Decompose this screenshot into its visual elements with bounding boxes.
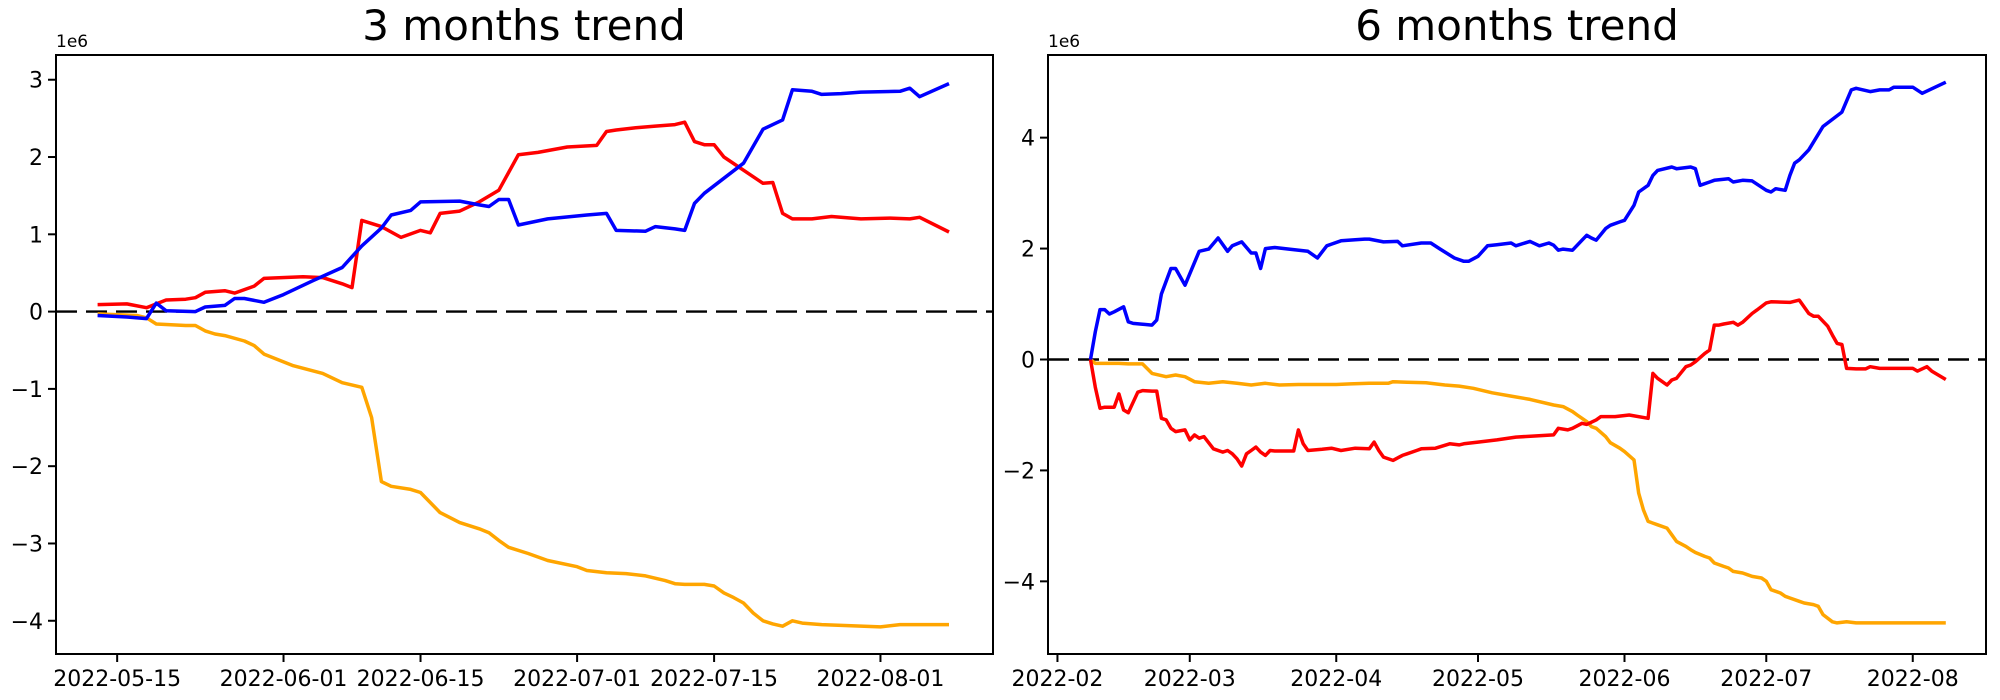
x-tick-label: 2022-07-15 (650, 667, 778, 692)
x-tick-label: 2022-08 (1867, 667, 1959, 692)
y-tick-label: 2 (29, 146, 43, 171)
series-line-red (97, 120, 950, 310)
y-tick-label: −4 (1003, 570, 1035, 595)
y-tick-label: 0 (29, 301, 43, 326)
chart-3-months-trend: 2022-05-15 2022-06-01 2022-06-15 2022-07-01… (11, 32, 994, 692)
y-tick-label: 2 (1021, 238, 1035, 263)
series-line-orange (97, 312, 949, 629)
x-tick-label: 2022-06 (1579, 667, 1671, 692)
y-tick-label: −4 (11, 610, 43, 635)
axes-frame (55, 54, 994, 655)
series-line-orange (1089, 358, 1946, 625)
y-tick-label: −1 (11, 378, 43, 403)
chart-6-months-trend: 2022-02 2022-03 2022-04 2022-05 2022-06 2022-… (1003, 32, 1987, 692)
y-tick-label: −2 (1003, 459, 1035, 484)
y-tick-label: 0 (1021, 348, 1035, 373)
series-line-red (1088, 298, 1947, 468)
x-tick-label: 2022-03 (1144, 667, 1236, 692)
axes-frame (1047, 54, 1987, 655)
y-axis-offset-label: 1e6 (1048, 32, 1080, 52)
series-line-blue (1088, 80, 1947, 360)
y-tick-label: 4 (1021, 127, 1035, 152)
x-tick-label: 2022-07-01 (513, 667, 641, 692)
x-tick-label: 2022-06-01 (220, 667, 348, 692)
y-tick-label: −2 (11, 455, 43, 480)
x-tick-label: 2022-07 (1720, 667, 1812, 692)
y-tick-label: −3 (11, 532, 43, 557)
x-tick-label: 2022-02 (1011, 667, 1103, 692)
chart-title-3-months: 3 months trend (362, 1, 686, 50)
y-axis-offset-label: 1e6 (56, 32, 88, 52)
chart-title-6-months: 6 months trend (1355, 1, 1679, 50)
y-tick-label: 3 (29, 69, 43, 94)
series-line-blue (97, 82, 950, 321)
x-tick-label: 2022-08-01 (817, 667, 945, 692)
x-tick-label: 2022-06-15 (357, 667, 485, 692)
x-tick-label: 2022-04 (1290, 667, 1382, 692)
x-tick-label: 2022-05 (1432, 667, 1524, 692)
y-tick-label: 1 (29, 223, 43, 248)
x-tick-label: 2022-05-15 (53, 667, 181, 692)
